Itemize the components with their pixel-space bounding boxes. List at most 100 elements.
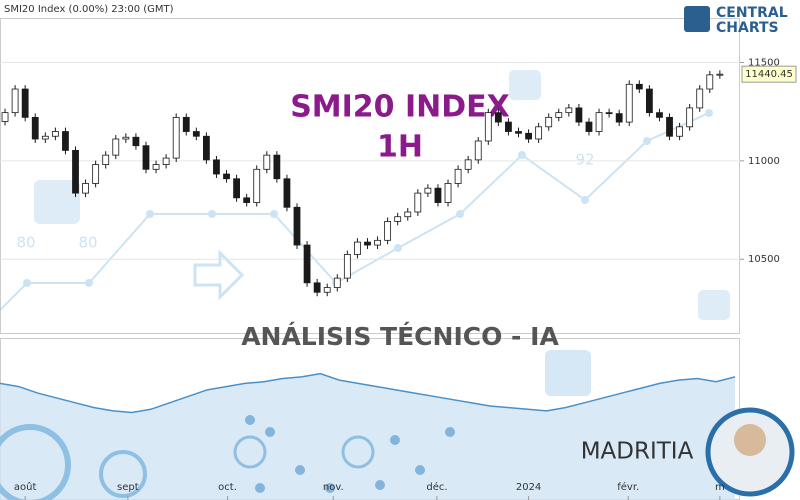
candle-body xyxy=(92,164,100,184)
banner: ANÁLISIS TÉCNICO - IA xyxy=(241,322,559,351)
candle-body xyxy=(505,121,512,132)
candle-body xyxy=(343,254,351,279)
candle-body xyxy=(182,116,190,132)
candle-body xyxy=(263,154,271,170)
candle-body xyxy=(303,244,311,284)
candle-body xyxy=(545,116,553,128)
candle-body xyxy=(424,187,432,194)
watermark-icon xyxy=(509,70,541,100)
candle-body xyxy=(223,173,230,180)
candle-body xyxy=(202,135,210,161)
candle-body xyxy=(62,131,69,151)
y-tick-label: 10500 xyxy=(748,254,780,265)
candle-body xyxy=(243,197,251,203)
deco-circle xyxy=(233,435,267,469)
brand-name: CENTRAL xyxy=(716,5,788,21)
candle-body xyxy=(454,168,462,184)
candle-body xyxy=(595,112,603,132)
candle-body xyxy=(444,183,452,203)
main-panel xyxy=(0,18,740,334)
candle-body xyxy=(716,73,724,76)
candle-body xyxy=(374,239,381,246)
candle-body xyxy=(696,88,704,109)
candle-body xyxy=(575,107,583,123)
candle-body xyxy=(666,116,673,137)
candle-body xyxy=(605,112,613,115)
brand-name: CHARTS xyxy=(716,20,779,36)
candle-body xyxy=(555,112,563,118)
candle-body xyxy=(676,126,683,137)
author: MADRITIA xyxy=(581,439,694,465)
candle-body xyxy=(293,206,301,246)
candle-body xyxy=(645,88,653,114)
watermark-icon xyxy=(698,290,730,320)
candle-body xyxy=(142,145,150,170)
chart-subtitle: 1H xyxy=(377,130,423,165)
watermark-label: 92 xyxy=(575,151,594,169)
candle-body xyxy=(172,116,180,159)
candle-body xyxy=(82,183,89,194)
candle-body xyxy=(1,112,9,122)
candle-body xyxy=(615,113,623,123)
deco-circle xyxy=(341,435,375,469)
candle-body xyxy=(273,154,281,180)
candle-body xyxy=(233,178,240,199)
price-label: 11440.45 xyxy=(745,69,793,80)
candle-body xyxy=(313,282,321,293)
candle-body xyxy=(686,107,694,128)
candle-body xyxy=(283,178,291,208)
x-tick-label: sept xyxy=(117,482,139,493)
candle-body xyxy=(484,112,492,142)
deco-hexagons xyxy=(245,415,455,493)
candle-body xyxy=(565,107,573,114)
x-tick-label: août xyxy=(14,481,37,493)
candle-body xyxy=(364,241,371,246)
candle-body xyxy=(192,131,200,137)
deco-circle xyxy=(0,424,71,500)
candle-body xyxy=(354,241,361,255)
area-line xyxy=(0,372,736,414)
chart-title: SMI20 INDEX xyxy=(290,90,510,125)
x-tick-label: oct. xyxy=(218,482,237,493)
x-tick-label: déc. xyxy=(426,481,447,493)
candle-body xyxy=(112,138,120,156)
candle-body xyxy=(323,287,331,293)
x-tick-label: m xyxy=(715,482,725,493)
candle-body xyxy=(464,159,472,170)
candle-body xyxy=(11,88,19,114)
candle-body xyxy=(494,112,502,123)
y-tick-label: 11000 xyxy=(748,156,780,167)
candle-body xyxy=(31,116,39,140)
chart-header: SMI20 Index (0.00%) 23:00 (GMT) xyxy=(4,4,174,15)
candle-body xyxy=(152,164,160,170)
candle-body xyxy=(706,74,714,90)
candle-body xyxy=(404,211,412,218)
deco-circle xyxy=(99,450,147,498)
candle-body xyxy=(585,121,593,132)
candle-body xyxy=(253,168,261,203)
author-face xyxy=(734,424,766,456)
candle-body xyxy=(41,135,49,140)
watermark-arrow xyxy=(193,249,245,301)
candle-body xyxy=(434,187,442,203)
candle-body xyxy=(414,192,422,213)
candle-body xyxy=(515,131,522,134)
candle-body xyxy=(535,126,543,140)
candle-body xyxy=(384,221,392,241)
x-tick-label: févr. xyxy=(617,481,639,493)
candle-body xyxy=(394,216,402,222)
lower-decoration xyxy=(0,350,591,500)
watermark-icon xyxy=(34,180,80,224)
candle-body xyxy=(474,140,482,161)
candle-body xyxy=(72,150,79,194)
y-tick-label: 11500 xyxy=(748,57,780,68)
candle-body xyxy=(162,157,170,165)
x-tick-label: 2024 xyxy=(516,482,541,493)
brand-logo xyxy=(684,6,710,32)
candle-body xyxy=(132,136,140,147)
candle-body xyxy=(51,131,59,137)
watermark-dots xyxy=(23,109,713,287)
candle-body xyxy=(213,159,220,175)
deco-icon xyxy=(545,350,591,396)
